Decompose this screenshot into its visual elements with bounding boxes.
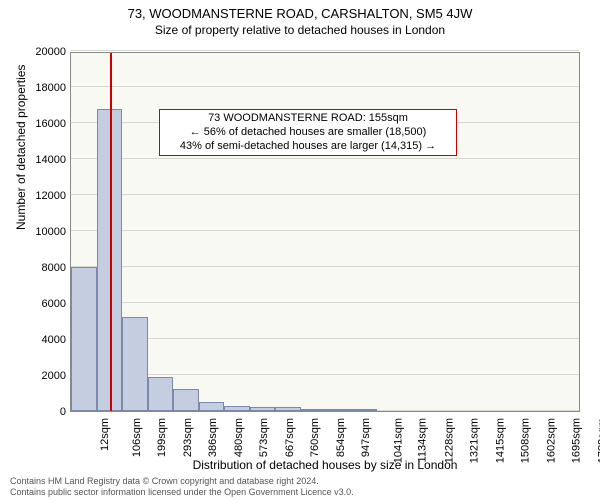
footer-text: Contains HM Land Registry data © Crown c… — [10, 476, 354, 498]
footer-line2: Contains public sector information licen… — [10, 487, 354, 498]
histogram-bar — [173, 389, 199, 411]
chart-container: 73, WOODMANSTERNE ROAD, CARSHALTON, SM5 … — [0, 0, 600, 500]
histogram-bar — [352, 409, 377, 411]
x-tick-label: 760sqm — [309, 418, 321, 457]
histogram-bar — [224, 406, 250, 411]
gridline — [71, 230, 579, 231]
y-tick-label: 6000 — [26, 298, 66, 310]
x-tick-label: 1321sqm — [468, 418, 480, 463]
annotation-line2: ← 56% of detached houses are smaller (18… — [164, 126, 452, 140]
y-tick-label: 14000 — [26, 154, 66, 166]
x-tick-label: 386sqm — [207, 418, 219, 457]
histogram-bar — [122, 317, 148, 411]
x-tick-label: 293sqm — [182, 418, 194, 457]
gridline — [71, 158, 579, 159]
y-tick-label: 12000 — [26, 190, 66, 202]
property-marker-line — [110, 53, 112, 411]
y-tick-label: 2000 — [26, 370, 66, 382]
y-tick-label: 10000 — [26, 226, 66, 238]
histogram-bar — [275, 407, 301, 411]
x-tick-label: 1134sqm — [416, 418, 428, 462]
x-tick-label: 947sqm — [360, 418, 372, 457]
histogram-bar — [148, 377, 173, 411]
gridline — [71, 266, 579, 267]
x-tick-label: 199sqm — [156, 418, 168, 457]
x-tick-label: 1228sqm — [443, 418, 455, 463]
y-tick-label: 0 — [26, 406, 66, 418]
y-tick-label: 18000 — [26, 82, 66, 94]
y-tick-label: 4000 — [26, 334, 66, 346]
chart-plot-area: 73 WOODMANSTERNE ROAD: 155sqm ← 56% of d… — [70, 52, 580, 412]
histogram-bar — [71, 267, 97, 411]
x-tick-label: 1695sqm — [570, 418, 582, 463]
x-tick-label: 12sqm — [99, 418, 111, 451]
annotation-line1: 73 WOODMANSTERNE ROAD: 155sqm — [164, 112, 452, 126]
gridline — [71, 302, 579, 303]
x-tick-label: 1415sqm — [494, 418, 506, 463]
gridline — [71, 50, 579, 51]
histogram-bar — [250, 407, 275, 412]
annotation-line3: 43% of semi-detached houses are larger (… — [164, 140, 452, 154]
gridline — [71, 86, 579, 87]
gridline — [71, 194, 579, 195]
x-tick-label: 480sqm — [233, 418, 245, 457]
y-tick-label: 8000 — [26, 262, 66, 274]
x-tick-label: 573sqm — [258, 418, 270, 457]
title-main: 73, WOODMANSTERNE ROAD, CARSHALTON, SM5 … — [0, 0, 600, 21]
x-tick-label: 106sqm — [131, 418, 143, 457]
x-tick-label: 1789sqm — [596, 418, 600, 463]
x-tick-label: 1508sqm — [519, 418, 531, 463]
annotation-box: 73 WOODMANSTERNE ROAD: 155sqm ← 56% of d… — [159, 109, 457, 156]
histogram-bar — [301, 409, 326, 411]
y-tick-label: 20000 — [26, 46, 66, 58]
y-tick-label: 16000 — [26, 118, 66, 130]
footer-line1: Contains HM Land Registry data © Crown c… — [10, 476, 354, 487]
histogram-bar — [199, 402, 224, 411]
title-sub: Size of property relative to detached ho… — [0, 21, 600, 37]
x-tick-label: 1602sqm — [545, 418, 557, 463]
histogram-bar — [326, 409, 352, 411]
x-tick-label: 1041sqm — [392, 418, 404, 463]
x-tick-label: 854sqm — [335, 418, 347, 457]
x-tick-label: 667sqm — [284, 418, 296, 457]
